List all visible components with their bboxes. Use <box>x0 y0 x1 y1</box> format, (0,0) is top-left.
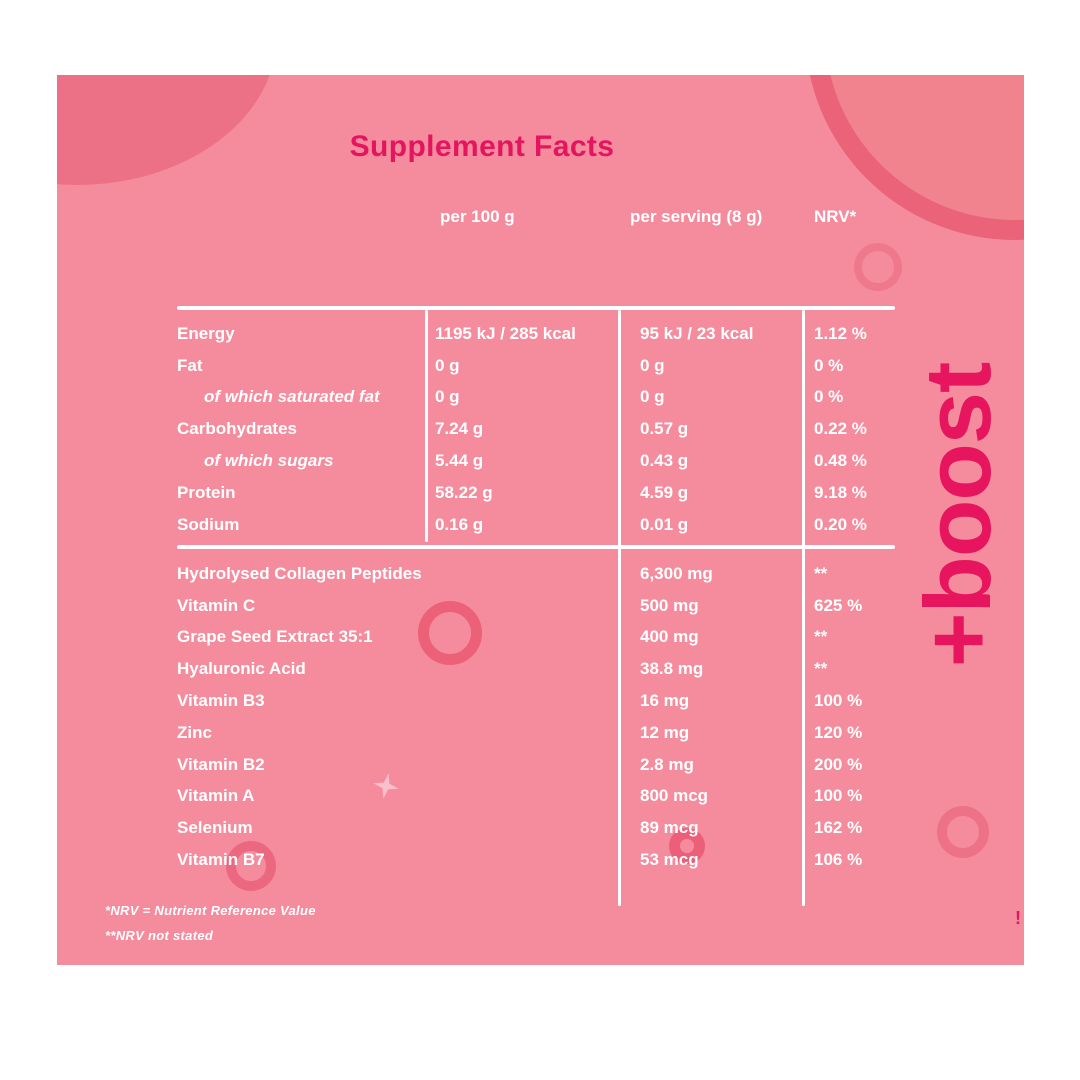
table-cell: 1195 kJ / 285 kcal <box>435 323 576 343</box>
circle-ring-icon <box>226 841 276 891</box>
table-cell: Carbohydrates <box>177 419 297 439</box>
table-cell: Vitamin B7 <box>177 850 265 870</box>
column-header-per-serving: per serving (8 g) <box>630 207 763 226</box>
table-cell: 6,300 mg <box>640 563 713 583</box>
table-cell: ** <box>814 659 828 679</box>
table-cell: 0.22 % <box>814 419 867 439</box>
table-cell: 120 % <box>814 722 863 742</box>
table-cell: 9.18 % <box>814 482 867 502</box>
footnote-nrv-not-stated: **NRV not stated <box>105 928 214 943</box>
table-cell: 95 kJ / 23 kcal <box>640 323 754 343</box>
table-row: Grape Seed Extract 35:1 400 mg ** <box>177 622 895 654</box>
table-cell: Hydrolysed Collagen Peptides <box>177 563 422 583</box>
table-row: Zinc 12 mg 120 % <box>177 717 895 749</box>
table-row: Vitamin B2 2.8 mg 200 % <box>177 749 895 781</box>
table-row: Fat 0 g 0 g 0 % <box>177 350 895 382</box>
table-cell: 500 mg <box>640 595 699 615</box>
table-cell: 0 g <box>435 355 460 375</box>
table-cell: 0.48 % <box>814 451 867 471</box>
column-header-nrv: NRV* <box>814 207 857 226</box>
table-row: Vitamin B7 53 mcg 106 % <box>177 844 895 876</box>
table-cell: Grape Seed Extract 35:1 <box>177 627 373 647</box>
table-cell: Sodium <box>177 514 240 534</box>
table-cell: Vitamin B3 <box>177 691 265 711</box>
table-cell: 53 mcg <box>640 850 699 870</box>
edge-exclamation-mark: ! <box>1015 908 1021 928</box>
table-cell: Zinc <box>177 722 212 742</box>
table-row: Hydrolysed Collagen Peptides 6,300 mg ** <box>177 558 895 590</box>
table-row: of which sugars 5.44 g 0.43 g 0.48 % <box>177 445 895 477</box>
table-row: Vitamin A 800 mcg 100 % <box>177 781 895 813</box>
table-cell: Hyaluronic Acid <box>177 659 306 679</box>
table-cell: ** <box>814 563 828 583</box>
table-cell: Vitamin A <box>177 786 255 806</box>
table-cell: Energy <box>177 323 235 343</box>
table-row: Carbohydrates 7.24 g 0.57 g 0.22 % <box>177 413 895 445</box>
table-cell: Vitamin C <box>177 595 256 615</box>
table-cell: 0 % <box>814 387 844 407</box>
table-cell: 16 mg <box>640 691 690 711</box>
table-cell: 0.20 % <box>814 514 867 534</box>
table-row: of which saturated fat 0 g 0 g 0 % <box>177 382 895 414</box>
brand-logo-vertical: +boost <box>905 362 1010 668</box>
table-cell: 7.24 g <box>435 419 484 439</box>
table-cell: 58.22 g <box>435 482 493 502</box>
circle-ring-icon <box>854 243 902 291</box>
table-row: Vitamin B3 16 mg 100 % <box>177 685 895 717</box>
table-cell: 200 % <box>814 754 863 774</box>
table-cell: 1.12 % <box>814 323 867 343</box>
table-cell: 100 % <box>814 786 863 806</box>
table-row: Protein 58.22 g 4.59 g 9.18 % <box>177 477 895 509</box>
table-cell: 625 % <box>814 595 863 615</box>
column-divider <box>802 310 805 906</box>
table-cell: 4.59 g <box>640 482 689 502</box>
table-row: Selenium 89 mcg 162 % <box>177 812 895 844</box>
table-cell: Protein <box>177 482 236 502</box>
table-cell: of which saturated fat <box>204 387 380 407</box>
actives-section-rows: Hydrolysed Collagen Peptides 6,300 mg ** Vi… <box>177 558 895 876</box>
table-cell: 0 g <box>640 387 665 407</box>
table-cell: 89 mcg <box>640 818 699 838</box>
table-cell: 162 % <box>814 818 863 838</box>
table-cell: Selenium <box>177 818 253 838</box>
table-cell: of which sugars <box>204 451 334 471</box>
table-cell: 106 % <box>814 850 863 870</box>
table-cell: 12 mg <box>640 722 690 742</box>
donut-circle-icon <box>669 828 705 864</box>
table-row: Hyaluronic Acid 38.8 mg ** <box>177 653 895 685</box>
nutrition-section-rows: Energy 1195 kJ / 285 kcal 95 kJ / 23 kcal 1… <box>177 318 895 541</box>
table-cell: 2.8 mg <box>640 754 694 774</box>
table-cell: Fat <box>177 355 203 375</box>
table-cell: 0.16 g <box>435 514 484 534</box>
table-row: Energy 1195 kJ / 285 kcal 95 kJ / 23 kcal 1… <box>177 318 895 350</box>
table-top-rule <box>177 306 895 310</box>
footnote-nrv-definition: *NRV = Nutrient Reference Value <box>105 903 316 918</box>
table-row: Sodium 0.16 g 0.01 g 0.20 % <box>177 509 895 541</box>
table-cell: 0 g <box>435 387 460 407</box>
table-cell: 0.43 g <box>640 451 689 471</box>
table-cell: 0.57 g <box>640 419 689 439</box>
table-cell: 400 mg <box>640 627 699 647</box>
circle-ring-icon <box>418 601 482 665</box>
table-section-rule <box>177 545 895 549</box>
table-cell: 0 g <box>640 355 665 375</box>
column-header-per-100g: per 100 g <box>440 207 515 226</box>
circle-ring-icon <box>937 806 989 858</box>
supplement-label-panel: Supplement Facts per 100 g per serving (… <box>57 75 1024 965</box>
table-cell: 100 % <box>814 691 863 711</box>
column-divider <box>618 310 621 906</box>
table-row: Vitamin C 500 mg 625 % <box>177 590 895 622</box>
table-cell: 0.01 g <box>640 514 689 534</box>
column-divider <box>425 310 428 542</box>
page-title: Supplement Facts <box>349 130 615 163</box>
table-cell: 38.8 mg <box>640 659 704 679</box>
table-cell: Vitamin B2 <box>177 754 265 774</box>
table-cell: 5.44 g <box>435 451 484 471</box>
table-cell: 800 mcg <box>640 786 709 806</box>
table-cell: ** <box>814 627 828 647</box>
table-cell: 0 % <box>814 355 844 375</box>
